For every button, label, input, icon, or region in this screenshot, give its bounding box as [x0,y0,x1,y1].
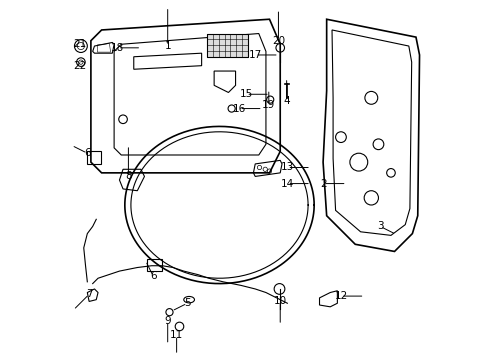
Text: 1: 1 [164,41,171,51]
Text: 5: 5 [183,298,190,308]
Text: 15: 15 [239,89,252,99]
Text: 16: 16 [232,104,245,113]
Text: 6: 6 [150,271,156,282]
Text: 14: 14 [280,179,293,189]
Text: 22: 22 [73,61,87,71]
Text: 18: 18 [111,43,124,53]
Text: 13: 13 [280,162,293,172]
Text: 10: 10 [273,296,286,306]
Text: 21: 21 [73,39,87,49]
Text: 4: 4 [283,96,289,107]
Text: 7: 7 [85,289,92,299]
Text: 8: 8 [125,171,131,181]
Text: 19: 19 [262,100,275,110]
Text: 11: 11 [170,330,183,341]
Text: 6: 6 [84,148,90,158]
FancyBboxPatch shape [206,33,247,57]
Text: 9: 9 [164,316,171,326]
Text: 20: 20 [271,36,285,46]
Text: 3: 3 [376,221,383,231]
Text: 2: 2 [319,179,325,189]
Text: 12: 12 [334,291,347,301]
Text: 17: 17 [248,50,261,60]
